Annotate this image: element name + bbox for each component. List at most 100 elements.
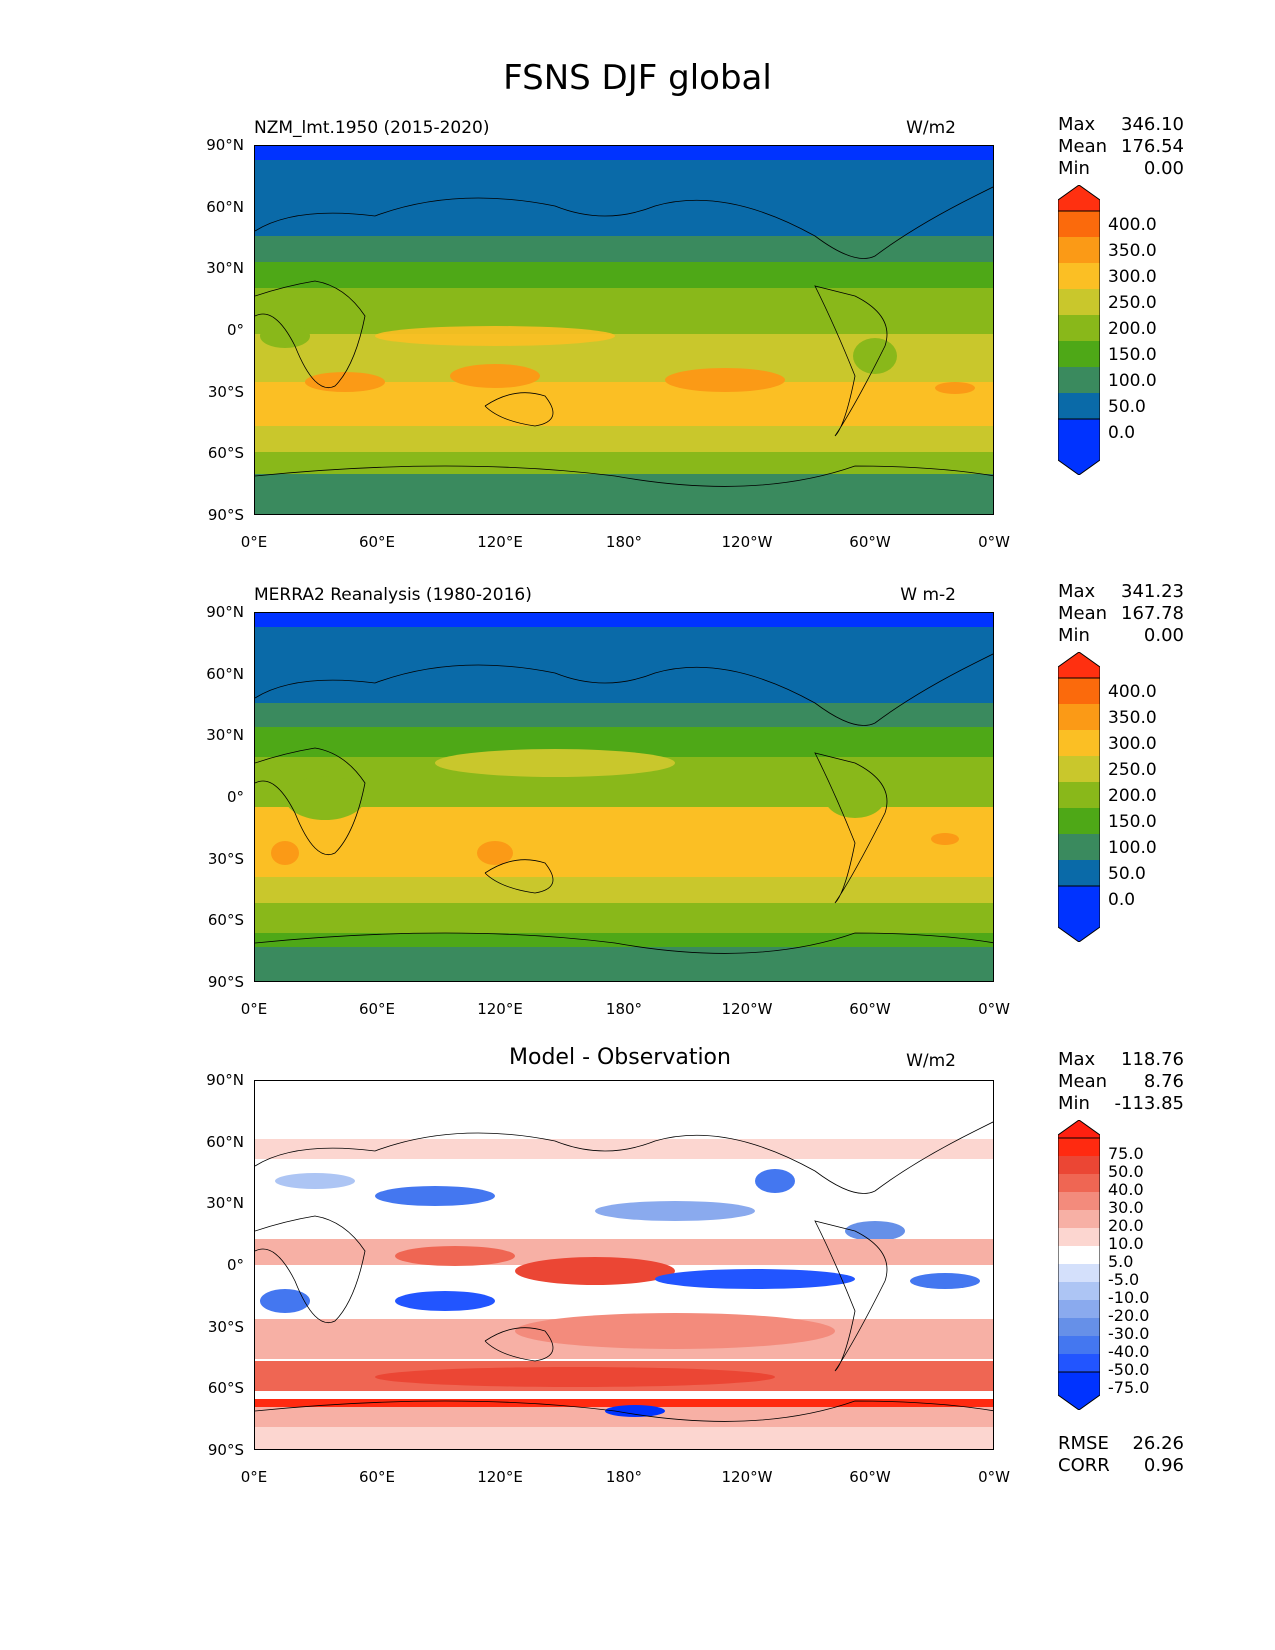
- panel-units: W m-2: [900, 585, 956, 605]
- stats-box: Max 346.10 Mean 176.54 Min 0.00: [1058, 114, 1184, 180]
- colorbar-label: 150.0: [1108, 812, 1157, 832]
- y-tick-label: 30°S: [207, 383, 244, 401]
- y-tick-label: 60°N: [206, 198, 244, 216]
- rmse-label: RMSE: [1058, 1433, 1109, 1454]
- colorbar-label: 40.0: [1108, 1180, 1144, 1199]
- panel-model: NZM_lmt.1950 (2015-2020) W/m2: [180, 110, 1184, 551]
- x-tick-label: 60°W: [849, 533, 891, 551]
- difference-field: [255, 1081, 993, 1449]
- colorbar-label: 50.0: [1108, 1162, 1144, 1181]
- y-tick-label: 60°N: [206, 1133, 244, 1151]
- x-tick-label: 120°W: [721, 1468, 773, 1486]
- colorbar-label: 150.0: [1108, 345, 1157, 365]
- stat-mean-label: Mean: [1058, 136, 1108, 157]
- map-model: [254, 145, 994, 515]
- colorbar-label: -20.0: [1108, 1306, 1150, 1325]
- map-difference: [254, 1080, 994, 1450]
- colorbar-label: 300.0: [1108, 267, 1157, 287]
- stats-box: Max 118.76 Mean 8.76 Min -113.85: [1058, 1049, 1184, 1115]
- panel-title: Model - Observation: [509, 1045, 731, 1070]
- x-tick-label: 60°W: [849, 1468, 891, 1486]
- colorbar-label: 0.0: [1108, 890, 1136, 910]
- stat-max: 341.23: [1121, 581, 1184, 602]
- colorbar-label: -5.0: [1108, 1270, 1140, 1289]
- colorbar-label: 50.0: [1108, 397, 1146, 417]
- x-tick-label: 60°E: [358, 533, 396, 551]
- stat-max-label: Max: [1058, 1049, 1096, 1070]
- colorbar-label: -40.0: [1108, 1342, 1150, 1361]
- y-tick-label: 90°N: [206, 1071, 244, 1089]
- colorbar-label: 300.0: [1108, 734, 1157, 754]
- colorbar: 400.0 350.0 300.0 250.0 200.0 150.0 100.…: [1057, 184, 1178, 476]
- y-tick-label: 0°: [226, 788, 244, 806]
- stat-min: -113.85: [1114, 1093, 1184, 1114]
- colorbar-label: 400.0: [1108, 215, 1157, 235]
- y-tick-label: 30°N: [206, 726, 244, 744]
- x-tick-label: 180°: [605, 1468, 643, 1486]
- colorbar-label: 10.0: [1108, 1234, 1144, 1253]
- x-tick-label: 60°E: [358, 1468, 396, 1486]
- colorbar-label: 30.0: [1108, 1198, 1144, 1217]
- y-tick-label: 0°: [226, 1256, 244, 1274]
- stat-mean: 8.76: [1143, 1071, 1184, 1092]
- y-tick-label: 30°N: [206, 259, 244, 277]
- stat-min-label: Min: [1058, 625, 1090, 646]
- y-tick-label: 30°N: [206, 1194, 244, 1212]
- y-tick-label: 60°S: [207, 1379, 244, 1397]
- panel-units: W/m2: [906, 118, 956, 138]
- colorbar-label: 200.0: [1108, 319, 1157, 339]
- colorbar-label: 50.0: [1108, 864, 1146, 884]
- x-tick-label: 0°W: [978, 1000, 1010, 1018]
- colorbar-label: 250.0: [1108, 760, 1157, 780]
- stat-max-label: Max: [1058, 581, 1096, 602]
- x-tick-label: 120°W: [721, 533, 773, 551]
- corr-value: 0.96: [1143, 1455, 1184, 1476]
- colorbar-swatches: [1057, 1119, 1101, 1411]
- rmse-value: 26.26: [1132, 1433, 1184, 1454]
- stat-max: 346.10: [1121, 114, 1184, 135]
- colorbar-label: 20.0: [1108, 1216, 1144, 1235]
- corr-label: CORR: [1058, 1455, 1110, 1476]
- y-tick-label: 90°S: [207, 1441, 244, 1459]
- y-tick-label: 90°N: [206, 136, 244, 154]
- x-tick-label: 0°E: [240, 1000, 268, 1018]
- stat-max-label: Max: [1058, 114, 1096, 135]
- colorbar-label: 400.0: [1108, 682, 1157, 702]
- stats-box: Max 341.23 Mean 167.78 Min 0.00: [1058, 581, 1184, 647]
- colorbar-label: 100.0: [1108, 838, 1157, 858]
- observation-field: [255, 613, 993, 981]
- y-tick-label: 0°: [226, 321, 244, 339]
- x-tick-label: 60°W: [849, 1000, 891, 1018]
- panel-observation: MERRA2 Reanalysis (1980-2016) W m-2: [180, 577, 1184, 1018]
- stat-mean: 176.54: [1121, 136, 1184, 157]
- colorbar-label: 5.0: [1108, 1252, 1134, 1271]
- colorbar-label: 100.0: [1108, 371, 1157, 391]
- y-tick-label: 60°S: [207, 911, 244, 929]
- y-tick-label: 30°S: [207, 1318, 244, 1336]
- colorbar: 400.0 350.0 300.0 250.0 200.0 150.0 100.…: [1057, 651, 1178, 943]
- stat-min: 0.00: [1143, 158, 1184, 179]
- panel-difference: Model - Observation W/m2: [180, 1045, 1184, 1486]
- colorbar-swatches: [1057, 651, 1101, 943]
- y-tick-label: 90°S: [207, 973, 244, 991]
- stat-mean-label: Mean: [1058, 603, 1108, 624]
- y-tick-label: 60°S: [207, 444, 244, 462]
- map-observation: [254, 612, 994, 982]
- colorbar: 75.0 50.0 40.0 30.0 20.0 10.0 5.0 -5.0 -…: [1057, 1119, 1178, 1411]
- colorbar-label: 250.0: [1108, 293, 1157, 313]
- stat-min-label: Min: [1058, 158, 1090, 179]
- x-tick-label: 120°E: [477, 533, 523, 551]
- x-tick-label: 0°E: [240, 1468, 268, 1486]
- x-tick-label: 120°E: [477, 1000, 523, 1018]
- stat-min: 0.00: [1143, 625, 1184, 646]
- y-tick-label: 90°S: [207, 506, 244, 524]
- y-tick-label: 60°N: [206, 665, 244, 683]
- model-field: [255, 146, 993, 514]
- x-tick-label: 0°E: [240, 533, 268, 551]
- stat-mean: 167.78: [1121, 603, 1184, 624]
- y-tick-label: 90°N: [206, 603, 244, 621]
- stat-max: 118.76: [1121, 1049, 1184, 1070]
- x-tick-label: 120°E: [477, 1468, 523, 1486]
- colorbar-label: -10.0: [1108, 1288, 1150, 1307]
- skill-stats: RMSE 26.26 CORR 0.96: [1058, 1433, 1184, 1477]
